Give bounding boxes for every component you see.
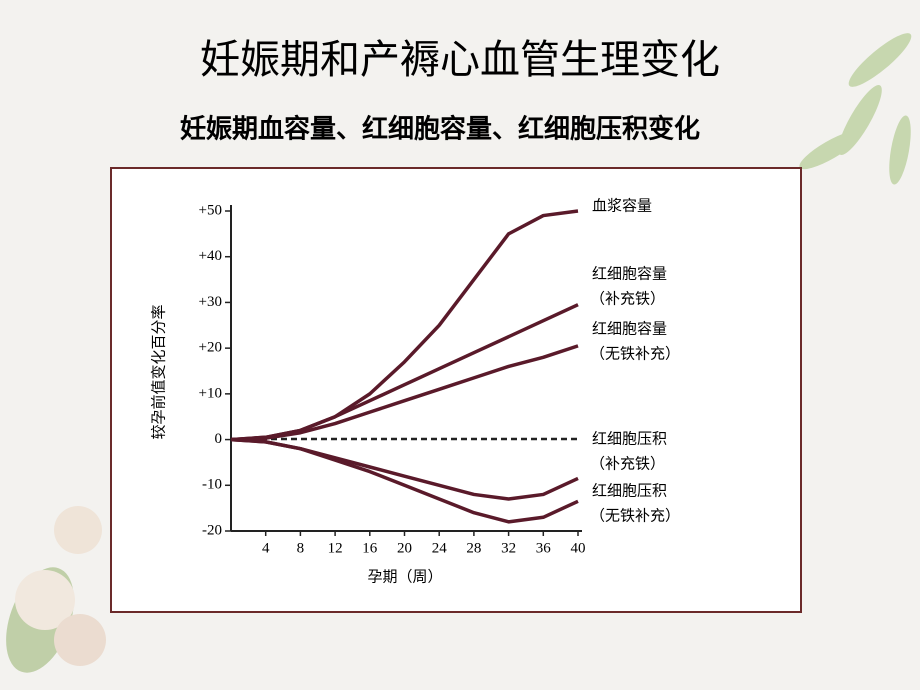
x-tick-label: 20	[397, 540, 412, 556]
series-note: （补充铁）	[590, 455, 665, 472]
chart-frame	[110, 167, 802, 613]
leaf-decoration	[799, 33, 912, 185]
y-tick-label: 0	[215, 431, 223, 447]
series-note: （无铁补充）	[590, 507, 680, 524]
x-tick-label: 32	[501, 540, 516, 556]
series-note: （无铁补充）	[590, 345, 680, 362]
y-tick-label: +30	[199, 294, 222, 310]
slide-title: 妊娠期和产褥心血管生理变化	[200, 37, 720, 83]
x-tick-label: 40	[571, 540, 586, 556]
series-label: 红细胞容量	[592, 265, 667, 282]
series-line	[230, 344, 579, 442]
x-tick-label: 12	[328, 540, 343, 556]
series-note: （补充铁）	[590, 290, 665, 307]
series-label: 红细胞容量	[592, 320, 667, 337]
x-tick-label: 4	[262, 540, 270, 556]
series-line	[230, 437, 579, 524]
y-tick-label: -20	[202, 522, 222, 538]
series-line	[230, 303, 579, 442]
x-tick-label: 8	[297, 540, 305, 556]
y-tick-label: -10	[202, 477, 222, 493]
y-tick-label: +50	[199, 202, 222, 218]
x-tick-label: 28	[466, 540, 481, 556]
y-tick-label: +40	[199, 248, 222, 264]
y-axis-label: 较孕前值变化百分率	[149, 304, 167, 439]
series-label: 红细胞压积	[592, 482, 667, 499]
y-tick-label: +10	[199, 385, 222, 401]
y-tick-label: +20	[199, 340, 222, 356]
x-tick-label: 16	[362, 540, 378, 556]
flower-decoration	[6, 506, 106, 673]
x-tick-label: 36	[536, 540, 552, 556]
series-label: 血浆容量	[592, 196, 652, 214]
chart-title: 妊娠期血容量、红细胞容量、红细胞压积变化	[180, 114, 700, 145]
x-tick-label: 24	[432, 540, 448, 556]
series-label: 红细胞压积	[592, 430, 667, 447]
x-axis-label: 孕期（周）	[367, 568, 442, 585]
